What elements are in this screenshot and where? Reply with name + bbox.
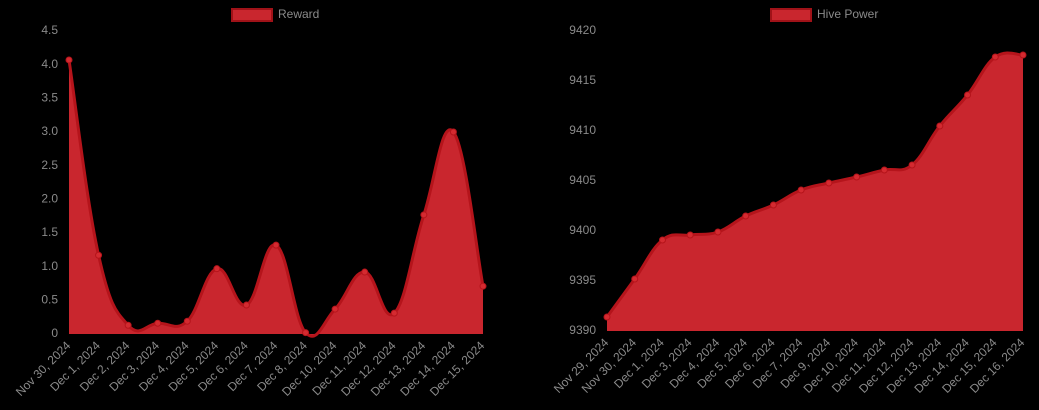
point	[272, 241, 280, 249]
y-tick-label: 9405	[569, 173, 596, 187]
y-tick-label: 0.5	[41, 293, 58, 307]
point	[603, 313, 611, 321]
y-tick-label: 9390	[569, 323, 596, 337]
point	[658, 236, 666, 244]
point	[213, 265, 221, 273]
point	[631, 275, 639, 283]
y-tick-label: 4.5	[41, 23, 58, 37]
y-tick-label: 4.0	[41, 57, 58, 71]
legend-label: Hive Power	[817, 7, 878, 21]
point	[825, 179, 833, 187]
point	[154, 319, 162, 327]
y-tick-label: 9410	[569, 123, 596, 137]
point	[124, 321, 132, 329]
point	[242, 301, 250, 309]
line	[605, 51, 1024, 318]
y-tick-label: 9400	[569, 223, 596, 237]
point	[853, 173, 861, 181]
area-fill	[69, 59, 483, 337]
point	[880, 166, 888, 174]
y-tick-label: 1.0	[41, 259, 58, 273]
point	[714, 228, 722, 236]
point	[686, 231, 694, 239]
y-tick-label: 3.0	[41, 124, 58, 138]
y-tick-label: 9415	[569, 73, 596, 87]
point	[936, 122, 944, 130]
y-tick-label: 0	[51, 326, 58, 340]
point	[65, 56, 73, 64]
point	[183, 317, 191, 325]
area-fill	[607, 52, 1023, 331]
point	[797, 186, 805, 194]
y-tick-label: 9395	[569, 273, 596, 287]
point	[361, 268, 369, 276]
point	[449, 128, 457, 136]
point	[390, 309, 398, 317]
point	[420, 211, 428, 219]
point	[95, 251, 103, 259]
point	[302, 329, 310, 337]
legend-swatch	[231, 8, 273, 22]
point	[991, 53, 999, 61]
legend-swatch	[770, 8, 812, 22]
point	[331, 305, 339, 313]
y-tick-label: 2.0	[41, 192, 58, 206]
legend-label: Reward	[278, 7, 319, 21]
y-tick-label: 3.5	[41, 91, 58, 105]
point	[479, 282, 487, 290]
point	[964, 91, 972, 99]
y-tick-label: 2.5	[41, 158, 58, 172]
y-tick-label: 9420	[569, 23, 596, 37]
point	[1019, 51, 1027, 59]
y-tick-label: 1.5	[41, 225, 58, 239]
point	[769, 201, 777, 209]
point	[908, 161, 916, 169]
point	[742, 212, 750, 220]
